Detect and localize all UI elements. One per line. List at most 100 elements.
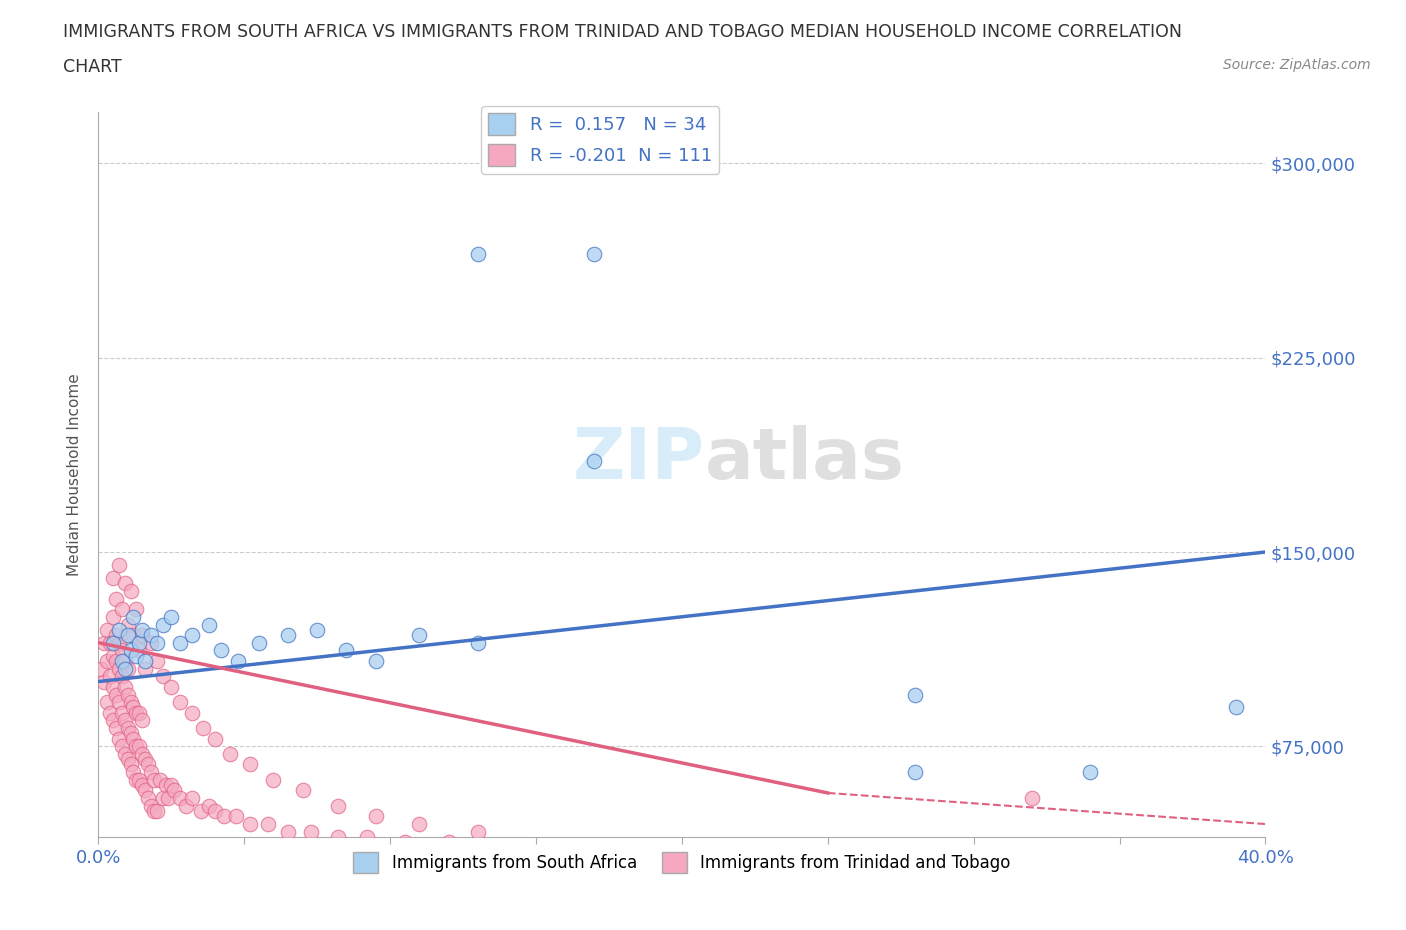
Point [117, 687, 139, 702]
Point [160, 609, 183, 624]
Point [104, 628, 127, 643]
Y-axis label: Median Household Income: Median Household Income [67, 373, 83, 576]
Text: IMMIGRANTS FROM SOUTH AFRICA VS IMMIGRANTS FROM TRINIDAD AND TOBAGO MEDIAN HOUSE: IMMIGRANTS FROM SOUTH AFRICA VS IMMIGRAN… [63, 23, 1182, 41]
Text: CHART: CHART [63, 58, 122, 75]
Point [496, 843, 519, 857]
Point [256, 817, 278, 831]
Point [198, 618, 221, 632]
Point [131, 628, 153, 643]
Point [163, 783, 186, 798]
Point [583, 246, 606, 261]
Point [134, 654, 156, 669]
Point [152, 669, 174, 684]
Point [122, 609, 145, 624]
Point [139, 799, 162, 814]
Point [122, 628, 145, 643]
Point [117, 751, 139, 766]
Point [394, 835, 416, 850]
Point [104, 654, 127, 669]
Point [299, 824, 322, 839]
Point [111, 738, 134, 753]
Point [193, 721, 215, 736]
Text: atlas: atlas [706, 425, 905, 494]
Text: Source: ZipAtlas.com: Source: ZipAtlas.com [1223, 58, 1371, 72]
Point [146, 635, 169, 650]
Point [120, 757, 142, 772]
Point [239, 757, 262, 772]
Point [146, 804, 169, 818]
Point [356, 830, 378, 844]
Point [291, 783, 314, 798]
Point [104, 687, 127, 702]
Point [98, 635, 121, 650]
Point [277, 628, 299, 643]
Point [117, 721, 139, 736]
Point [190, 804, 212, 818]
Point [114, 661, 136, 676]
Point [1225, 700, 1247, 715]
Point [90, 661, 112, 676]
Point [1080, 764, 1102, 779]
Point [111, 654, 134, 669]
Point [125, 773, 148, 788]
Point [139, 628, 162, 643]
Legend: Immigrants from South Africa, Immigrants from Trinidad and Tobago: Immigrants from South Africa, Immigrants… [347, 845, 1017, 880]
Point [114, 679, 136, 694]
Point [169, 635, 191, 650]
Point [139, 764, 162, 779]
Point [204, 804, 226, 818]
Point [128, 705, 150, 720]
Point [122, 731, 145, 746]
Point [408, 628, 430, 643]
Point [125, 738, 148, 753]
Point [155, 777, 177, 792]
Point [93, 674, 115, 689]
Point [111, 669, 134, 684]
Point [111, 602, 134, 617]
Point [104, 721, 127, 736]
Point [131, 622, 153, 637]
Point [114, 713, 136, 728]
Point [111, 643, 134, 658]
Point [554, 843, 576, 857]
Point [160, 679, 183, 694]
Point [142, 804, 165, 818]
Point [111, 705, 134, 720]
Point [467, 824, 489, 839]
Point [212, 809, 235, 824]
Point [160, 777, 183, 792]
Point [114, 576, 136, 591]
Point [96, 695, 118, 710]
Point [136, 790, 159, 805]
Point [225, 809, 247, 824]
Point [142, 773, 165, 788]
Point [128, 643, 150, 658]
Point [583, 454, 606, 469]
Point [122, 700, 145, 715]
Point [120, 726, 142, 741]
Point [101, 648, 124, 663]
Point [204, 731, 226, 746]
Point [139, 635, 162, 650]
Point [247, 635, 270, 650]
Point [174, 799, 197, 814]
Point [108, 622, 131, 637]
Point [1021, 790, 1043, 805]
Text: ZIP: ZIP [574, 425, 706, 494]
Point [198, 799, 221, 814]
Point [114, 747, 136, 762]
Point [120, 643, 142, 658]
Point [101, 713, 124, 728]
Point [101, 570, 124, 585]
Point [122, 764, 145, 779]
Point [169, 695, 191, 710]
Point [120, 583, 142, 598]
Point [98, 705, 121, 720]
Point [108, 558, 131, 573]
Point [104, 591, 127, 606]
Point [125, 602, 148, 617]
Point [128, 738, 150, 753]
Point [98, 669, 121, 684]
Point [218, 747, 240, 762]
Point [152, 790, 174, 805]
